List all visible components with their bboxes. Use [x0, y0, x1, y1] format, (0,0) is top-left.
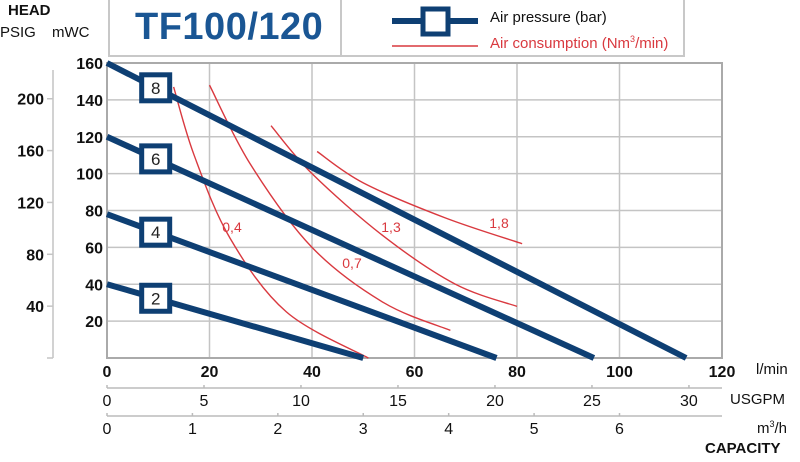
svg-text:20: 20 [85, 314, 103, 331]
pressure-label: 8 [151, 79, 160, 98]
air-consumption-curve [172, 86, 369, 359]
legend-air-consumption-suffix: /min) [635, 35, 669, 52]
svg-text:80: 80 [508, 364, 526, 381]
air-consumption-curve [208, 84, 451, 331]
m3h-unit-label: m3/h [757, 419, 787, 437]
svg-text:60: 60 [85, 240, 103, 257]
air-consumption-label: 1,3 [381, 219, 401, 235]
svg-text:80: 80 [26, 247, 44, 264]
svg-text:100: 100 [76, 167, 103, 184]
air-consumption-curves: 0,4 0,7 1,3 1,8 [172, 84, 523, 359]
m3h-axis: 0 1 2 3 4 5 6 [103, 413, 722, 438]
svg-text:160: 160 [17, 144, 44, 161]
capacity-label: CAPACITY [705, 440, 781, 457]
svg-text:5: 5 [530, 421, 539, 438]
svg-text:30: 30 [680, 393, 698, 410]
svg-text:0: 0 [103, 364, 112, 381]
air-consumption-label: 1,8 [489, 215, 509, 231]
air-pressure-curves: 8 6 4 2 [105, 60, 688, 361]
legend-symbols [392, 6, 478, 47]
svg-text:15: 15 [389, 393, 407, 410]
svg-text:40: 40 [26, 299, 44, 316]
svg-text:1: 1 [188, 421, 197, 438]
legend-frame [340, 0, 685, 57]
svg-text:120: 120 [709, 364, 736, 381]
svg-text:0: 0 [103, 421, 112, 438]
svg-text:160: 160 [76, 56, 103, 73]
svg-text:6: 6 [615, 421, 624, 438]
chart-title: TF100/120 [135, 6, 324, 48]
pressure-label-box [139, 72, 173, 104]
mwc-unit-label: mWC [52, 24, 90, 41]
air-consumption-curve [270, 125, 518, 308]
mwc-tick-labels: 20 40 60 80 100 120 140 160 [76, 56, 103, 331]
psig-axis: 40 80 120 160 200 [17, 70, 54, 359]
svg-text:40: 40 [85, 277, 103, 294]
usgpm-axis: 0 5 10 15 20 25 30 [103, 385, 722, 410]
pressure-label: 4 [151, 223, 160, 242]
usgpm-unit-label: USGPM [730, 391, 786, 408]
svg-text:20: 20 [201, 364, 219, 381]
svg-text:3: 3 [359, 421, 368, 438]
legend-air-consumption: Air consumption (Nm3/min) [490, 34, 668, 52]
lpm-unit-label: l/min [756, 361, 788, 378]
svg-text:10: 10 [292, 393, 310, 410]
svg-text:4: 4 [444, 421, 453, 438]
m3h-base: m [757, 420, 770, 437]
m3h-suffix: /h [774, 420, 788, 437]
plot-border [106, 62, 723, 359]
svg-text:0: 0 [103, 393, 112, 410]
lpm-axis: 0 20 40 60 80 100 120 [103, 364, 736, 381]
legend-air-consumption-text: Air consumption (Nm [490, 35, 631, 52]
legend-sup: 3 [630, 34, 636, 44]
air-pressure-curve [105, 60, 688, 361]
svg-text:120: 120 [76, 130, 103, 147]
head-axis-label: HEAD [8, 2, 51, 19]
svg-text:120: 120 [17, 195, 44, 212]
pressure-label-box [139, 216, 173, 248]
svg-text:40: 40 [303, 364, 321, 381]
svg-text:5: 5 [200, 393, 209, 410]
grid [107, 63, 722, 358]
psig-unit-label: PSIG [0, 24, 36, 41]
air-consumption-label: 0,4 [222, 219, 242, 235]
pressure-label-box [139, 143, 173, 175]
svg-text:100: 100 [606, 364, 633, 381]
svg-text:25: 25 [583, 393, 601, 410]
svg-text:200: 200 [17, 92, 44, 109]
legend-air-pressure: Air pressure (bar) [490, 9, 607, 26]
air-consumption-curve [316, 150, 523, 245]
pressure-label: 6 [151, 150, 160, 169]
svg-text:80: 80 [85, 204, 103, 221]
svg-text:140: 140 [76, 93, 103, 110]
pressure-label-box [139, 282, 173, 314]
title-frame [108, 0, 342, 57]
air-pressure-legend-icon [392, 6, 478, 37]
m3h-sup: 3 [769, 419, 775, 429]
pressure-label: 2 [151, 289, 160, 308]
svg-text:2: 2 [273, 421, 282, 438]
svg-text:60: 60 [406, 364, 424, 381]
air-consumption-label: 0,7 [342, 255, 362, 271]
air-pressure-curve [105, 134, 596, 361]
svg-text:20: 20 [486, 393, 504, 410]
